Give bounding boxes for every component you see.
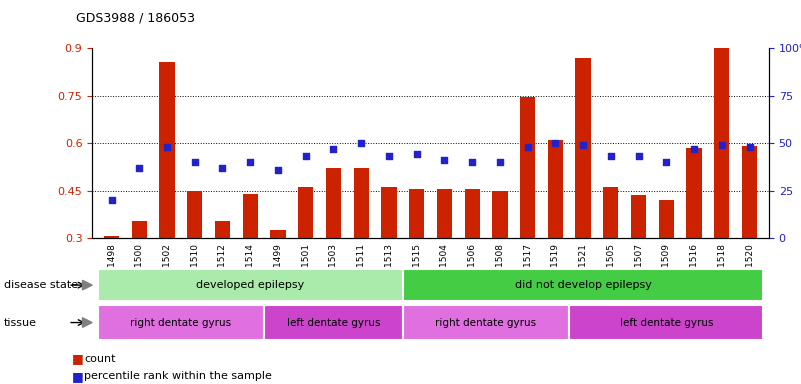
Bar [548,140,563,238]
Bar [437,189,452,238]
Point [133,165,146,171]
Point [327,146,340,152]
Bar [631,195,646,238]
Point [549,140,562,146]
Bar [131,221,147,238]
Bar [104,237,119,238]
Bar [465,189,480,238]
Bar [243,194,258,238]
Point [300,153,312,159]
Point [605,153,618,159]
Bar [326,168,341,238]
Point [493,159,506,165]
Bar [493,190,508,238]
Point [161,144,174,150]
Bar [298,187,313,238]
Text: left dentate gyrus: left dentate gyrus [620,318,713,328]
Point [216,165,229,171]
Point [188,159,201,165]
Point [521,144,534,150]
Text: ■: ■ [72,370,84,383]
Bar [159,62,175,238]
Text: percentile rank within the sample: percentile rank within the sample [84,371,272,381]
Bar [714,48,730,238]
Point [438,157,451,163]
Text: tissue: tissue [4,318,37,328]
Text: ■: ■ [72,353,84,366]
Text: left dentate gyrus: left dentate gyrus [287,318,380,328]
Point [244,159,256,165]
Bar [353,168,368,238]
Text: disease state: disease state [4,280,78,290]
Bar [215,221,230,238]
Point [660,159,673,165]
Text: right dentate gyrus: right dentate gyrus [436,318,537,328]
Point [272,167,284,173]
Point [715,142,728,148]
Point [105,197,118,203]
Bar [271,230,286,238]
Point [410,151,423,157]
Text: GDS3988 / 186053: GDS3988 / 186053 [76,12,195,25]
Bar [575,58,590,238]
Text: did not develop epilepsy: did not develop epilepsy [515,280,651,290]
Bar [603,187,618,238]
Point [632,153,645,159]
Bar [520,97,535,238]
Point [577,142,590,148]
Point [383,153,396,159]
Point [355,140,368,146]
Text: count: count [84,354,115,364]
Text: developed epilepsy: developed epilepsy [196,280,304,290]
Bar [658,200,674,238]
Text: right dentate gyrus: right dentate gyrus [131,318,231,328]
Bar [686,148,702,238]
Point [687,146,700,152]
Bar [381,187,396,238]
Bar [742,146,757,238]
Point [465,159,478,165]
Bar [409,189,425,238]
Bar [187,190,203,238]
Point [743,144,756,150]
